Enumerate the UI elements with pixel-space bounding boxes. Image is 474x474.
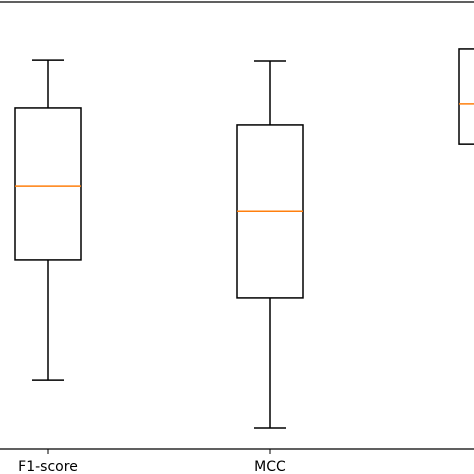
plot-area: F1-scoreMCCAUC xyxy=(14,48,474,474)
x-tick-label: F1-score xyxy=(18,459,78,474)
box xyxy=(14,107,82,261)
x-tick-label: MCC xyxy=(254,459,286,474)
box xyxy=(458,48,474,145)
